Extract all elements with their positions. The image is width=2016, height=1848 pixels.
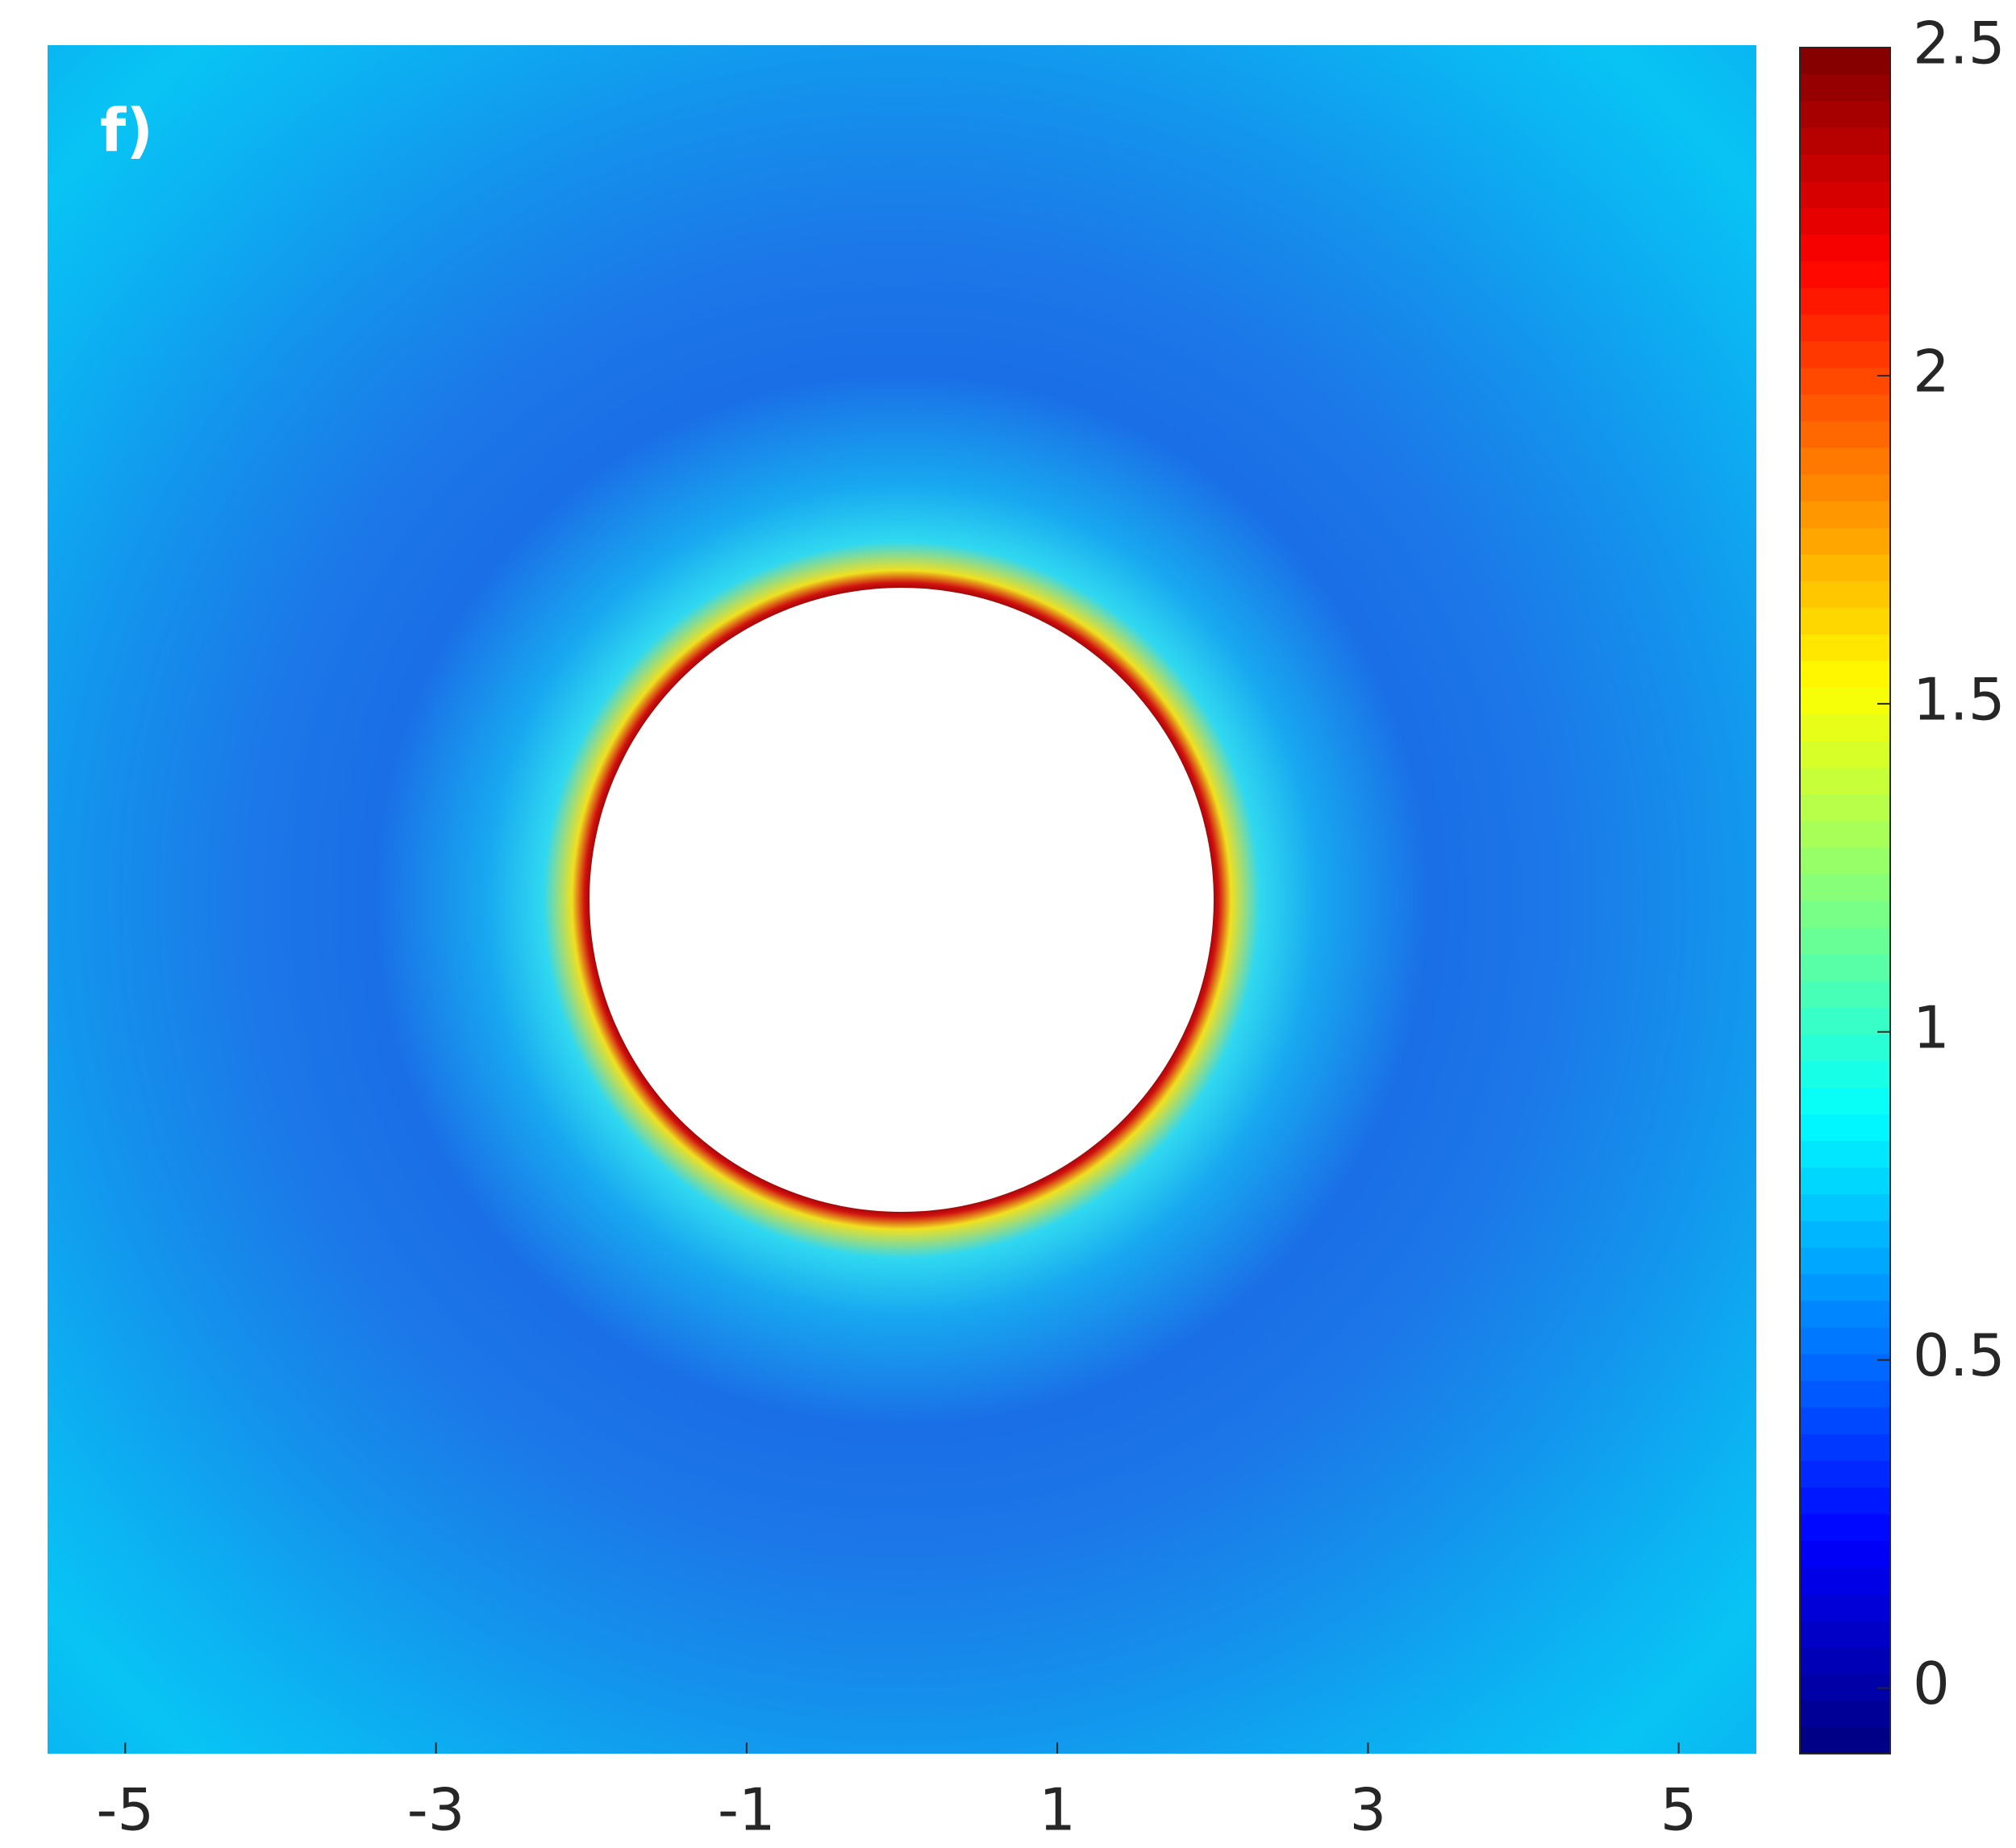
colorbar-band bbox=[1800, 287, 1890, 315]
colorbar-band bbox=[1800, 1273, 1890, 1301]
colorbar-band bbox=[1800, 793, 1890, 822]
colorbar-band bbox=[1800, 48, 1890, 75]
colorbar-band bbox=[1800, 1060, 1890, 1088]
colorbar-band bbox=[1800, 581, 1890, 608]
colorbar-band bbox=[1800, 1513, 1890, 1542]
colorbar-tick-label: 1 bbox=[1913, 993, 1950, 1061]
colorbar-band bbox=[1800, 501, 1890, 528]
colorbar-band bbox=[1800, 1593, 1890, 1621]
colorbar-band bbox=[1800, 101, 1890, 128]
cylinder bbox=[589, 588, 1214, 1212]
colorbar-band bbox=[1800, 1540, 1890, 1568]
colorbar-band bbox=[1800, 740, 1890, 768]
colorbar-band bbox=[1800, 1167, 1890, 1195]
colorbar-band bbox=[1800, 1113, 1890, 1142]
colorbar-band bbox=[1800, 1620, 1890, 1648]
colorbar-band bbox=[1800, 207, 1890, 235]
colorbar-band bbox=[1800, 234, 1890, 262]
colorbar-band bbox=[1800, 260, 1890, 289]
colorbar-band bbox=[1800, 1700, 1890, 1728]
colorbar-band bbox=[1800, 1140, 1890, 1168]
x-tick-label: -3 bbox=[407, 1776, 465, 1844]
colorbar-band bbox=[1800, 74, 1890, 102]
colorbar-band bbox=[1800, 314, 1890, 342]
colorbar-tick-label: 2.5 bbox=[1913, 10, 2006, 77]
colorbar-band bbox=[1800, 1487, 1890, 1515]
x-tick-label: 5 bbox=[1660, 1776, 1697, 1844]
colorbar-band bbox=[1800, 447, 1890, 475]
colorbar-band bbox=[1800, 127, 1890, 155]
colorbar-band bbox=[1800, 1434, 1890, 1461]
x-tick-label: 1 bbox=[1039, 1776, 1076, 1844]
colorbar-band bbox=[1800, 1327, 1890, 1355]
x-tick-label: -5 bbox=[96, 1776, 154, 1844]
colorbar-band bbox=[1800, 1407, 1890, 1434]
colorbar-band bbox=[1800, 714, 1890, 742]
colorbar-band bbox=[1800, 1247, 1890, 1275]
colorbar-band bbox=[1800, 660, 1890, 689]
colorbar-band bbox=[1800, 687, 1890, 715]
colorbar-band bbox=[1800, 820, 1890, 848]
colorbar-band bbox=[1800, 1354, 1890, 1381]
colorbar-band bbox=[1800, 1726, 1890, 1754]
colorbar-band bbox=[1800, 901, 1890, 928]
colorbar-band bbox=[1800, 607, 1890, 635]
colorbar-band bbox=[1800, 1567, 1890, 1595]
colorbar-band bbox=[1800, 1380, 1890, 1408]
colorbar-band bbox=[1800, 847, 1890, 875]
colorbar-band bbox=[1800, 1646, 1890, 1675]
colorbar-tick-label: 2 bbox=[1913, 337, 1950, 405]
colorbar-band bbox=[1800, 1034, 1890, 1061]
colorbar-band bbox=[1800, 634, 1890, 662]
colorbar: 0 0.5 1 1.5 2 2.5 bbox=[1799, 10, 2006, 1754]
colorbar-band bbox=[1800, 393, 1890, 422]
colorbar-frame bbox=[1799, 47, 1891, 1754]
colorbar-band bbox=[1800, 527, 1890, 555]
colorbar-band bbox=[1800, 980, 1890, 1008]
colorbar-band bbox=[1800, 1220, 1890, 1248]
colorbar-tick-label: 1.5 bbox=[1913, 665, 2006, 733]
colorbar-tick-label: 0.5 bbox=[1913, 1321, 2006, 1389]
colorbar-band bbox=[1800, 340, 1890, 368]
colorbar-band bbox=[1800, 367, 1890, 395]
colorbar-tick-label: 0 bbox=[1913, 1650, 1950, 1717]
field bbox=[48, 45, 1756, 1754]
colorbar-band bbox=[1800, 474, 1890, 502]
colorbar-band bbox=[1800, 1007, 1890, 1034]
colorbar-band bbox=[1800, 1300, 1890, 1328]
colorbar-band bbox=[1800, 1193, 1890, 1222]
x-tick-label: -1 bbox=[718, 1776, 776, 1844]
colorbar-band bbox=[1800, 927, 1890, 955]
colorbar-band bbox=[1800, 873, 1890, 901]
colorbar-band bbox=[1800, 1087, 1890, 1115]
colorbar-band bbox=[1800, 767, 1890, 795]
colorbar-band bbox=[1800, 154, 1890, 181]
colorbar-band bbox=[1800, 1673, 1890, 1701]
colorbar-band bbox=[1800, 1460, 1890, 1488]
colorbar-band bbox=[1800, 181, 1890, 208]
panel-label: f) bbox=[100, 97, 153, 166]
colorbar-band bbox=[1800, 954, 1890, 981]
x-tick-label: 3 bbox=[1350, 1776, 1387, 1844]
colorbar-band bbox=[1800, 554, 1890, 581]
colorbar-band bbox=[1800, 420, 1890, 448]
